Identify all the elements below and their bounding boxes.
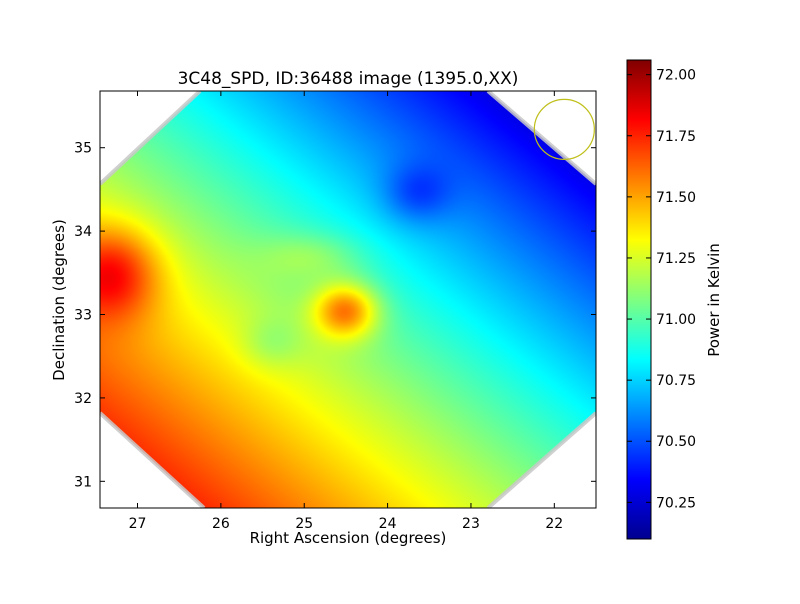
mask-edge-bottom-right [486, 411, 596, 508]
x-tick-label: 23 [462, 516, 480, 532]
mask-edge-bottom-left [100, 411, 206, 508]
colorbar-ticks: 70.25 70.50 70.75 71.00 71.25 71.50 71.75 72.00 [627, 68, 696, 511]
colorbar-tick-label: 70.75 [656, 373, 696, 389]
x-tick-label: 25 [295, 516, 313, 532]
beam-circle [533, 98, 595, 160]
y-tick-label: 35 [74, 141, 92, 157]
colorbar-tick-label: 71.50 [656, 190, 696, 206]
axes-frame [99, 90, 597, 509]
heatmap-area [100, 91, 596, 508]
colorbar-tick-label: 72.00 [656, 68, 696, 84]
mask-edge-top-left [100, 91, 202, 186]
colorbar-tick-label: 70.25 [656, 495, 696, 511]
colorbar-tick-label: 71.75 [656, 129, 696, 145]
heatmap-image [100, 91, 596, 508]
colorbar-tick-label: 71.25 [656, 251, 696, 267]
y-axis-ticks: 31 32 33 34 35 [74, 141, 596, 490]
y-tick-label: 33 [74, 308, 92, 324]
colorbar [626, 59, 652, 540]
y-tick-label: 34 [74, 224, 92, 240]
x-axis-label: Right Ascension (degrees) [250, 529, 447, 547]
colorbar-tick-label: 71.00 [656, 312, 696, 328]
x-tick-label: 24 [379, 516, 397, 532]
y-axis-label: Declination (degrees) [50, 219, 68, 381]
chart-title: 3C48_SPD, ID:36488 image (1395.0,XX) [178, 69, 519, 89]
x-tick-label: 27 [129, 516, 147, 532]
y-tick-label: 32 [74, 391, 92, 407]
x-tick-label: 22 [545, 516, 563, 532]
colorbar-tick-label: 70.50 [656, 434, 696, 450]
mask-edge-top-right [486, 91, 596, 186]
y-tick-label: 31 [74, 474, 92, 490]
x-tick-label: 26 [212, 516, 230, 532]
x-axis-ticks: 27 26 25 24 23 22 [129, 91, 563, 532]
colorbar-label: Power in Kelvin [705, 243, 723, 357]
